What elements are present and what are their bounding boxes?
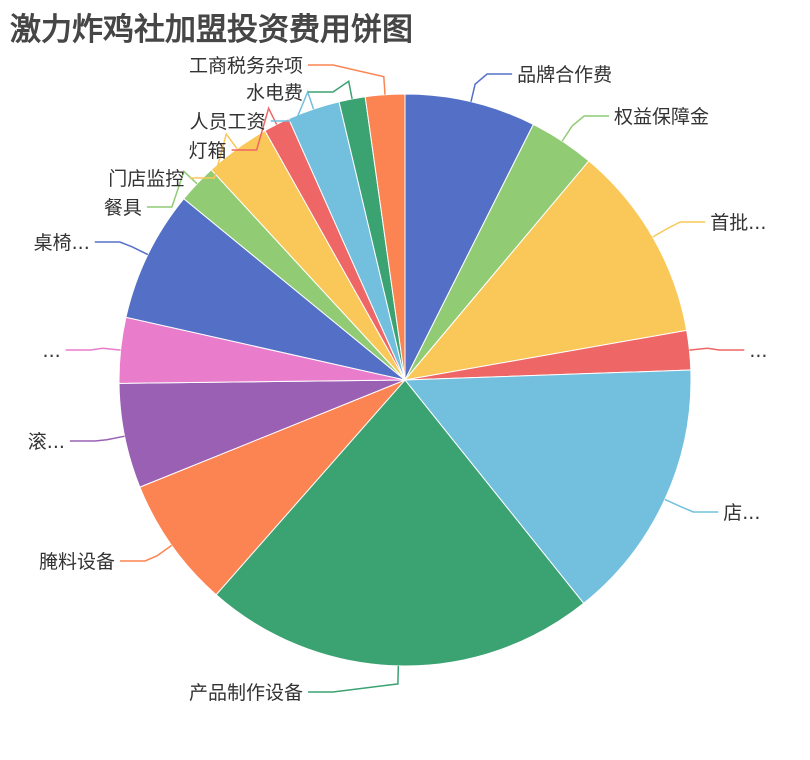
label-leader-line [664, 498, 719, 513]
slice-label: 首批... [710, 212, 766, 234]
label-leader-line [308, 64, 386, 95]
slice-label: 产品制作设备 [189, 682, 303, 704]
label-leader-line [120, 544, 173, 562]
slice-label: ... [749, 340, 767, 362]
pie-slices [118, 93, 692, 667]
slice-label: 餐具 [104, 197, 142, 219]
slice-label: 品牌合作费 [517, 64, 612, 86]
label-leader-line [231, 106, 278, 151]
label-leader-line [69, 435, 125, 442]
slice-label: 灯箱 [189, 140, 227, 162]
pie-slice[interactable] [404, 93, 534, 381]
slice-label: ... [43, 340, 61, 362]
slice-label: 门店监控 [108, 168, 184, 190]
label-leader-line [94, 241, 149, 256]
label-leader-line [308, 80, 353, 100]
slice-label: 水电费 [246, 82, 303, 104]
pie-slice[interactable] [404, 160, 688, 381]
label-leader-line [689, 347, 745, 351]
pie-slice[interactable] [215, 379, 585, 667]
label-leader-line [652, 221, 706, 238]
pie-slice[interactable] [125, 198, 406, 381]
label-leader-line [308, 665, 400, 693]
slice-label: 人员工资 [190, 111, 266, 133]
label-leader-line [561, 115, 610, 142]
chart-title: 激力炸鸡社加盟投资费用饼图 [10, 12, 413, 48]
slice-label: 桌椅... [34, 232, 90, 254]
pie-slice[interactable] [404, 369, 692, 604]
slice-label: 腌料设备 [39, 551, 115, 573]
label-leader-line [65, 347, 121, 351]
slice-label: 店... [723, 502, 760, 524]
slice-label: 权益保障金 [614, 106, 709, 128]
label-leader-line [189, 132, 238, 179]
label-leader-line [270, 89, 315, 122]
slice-label: 工商税务杂项 [189, 55, 303, 77]
slice-label: 滚... [28, 431, 65, 453]
label-leader-line [470, 73, 513, 102]
